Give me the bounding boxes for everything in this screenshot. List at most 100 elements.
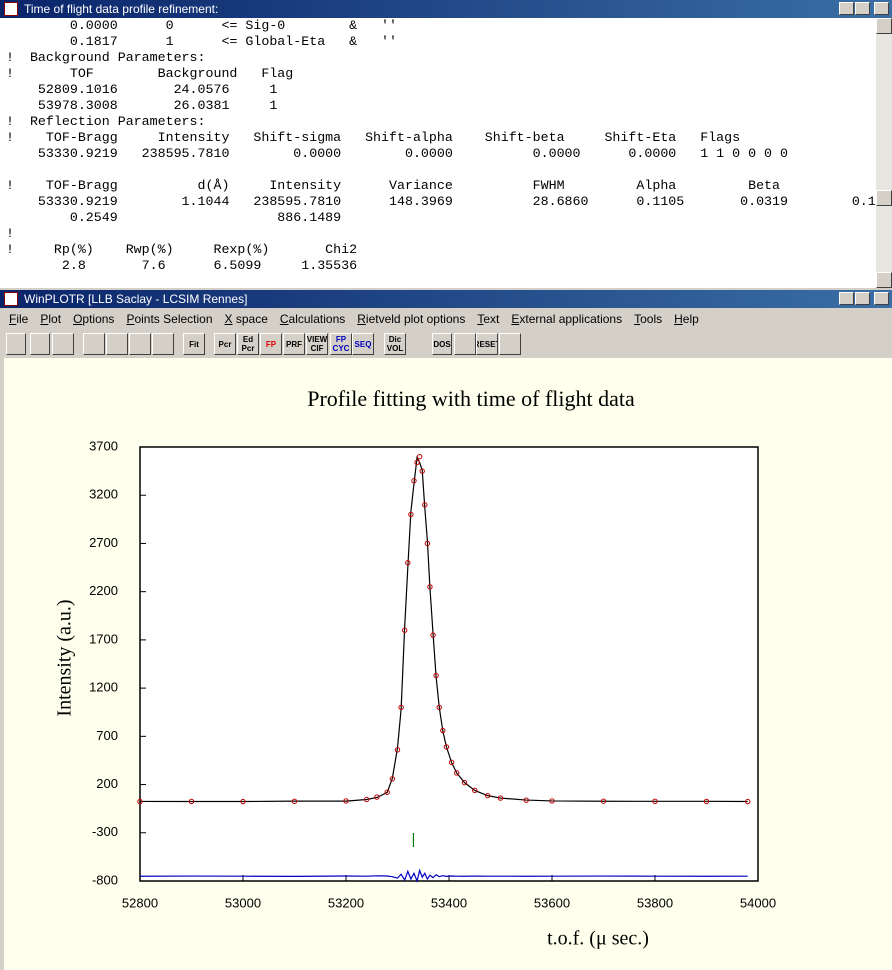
toolbar-button[interactable] xyxy=(30,333,50,355)
console-text: 0.0000 0 <= Sig-0 & '' 0.1817 1 <= Globa… xyxy=(0,18,876,288)
y-tick-label: -800 xyxy=(92,872,118,887)
y-tick-label: 1200 xyxy=(89,680,118,695)
console-line: ! TOF Background Flag xyxy=(6,66,294,81)
console-line: ! TOF-Bragg Intensity Shift-sigma Shift-… xyxy=(6,130,741,145)
console-line: 53978.3008 26.0381 1 xyxy=(6,98,278,113)
observed-point xyxy=(745,798,751,805)
toolbar-button[interactable]: DOS xyxy=(432,333,452,355)
menu-item[interactable]: Points Selection xyxy=(126,312,213,326)
toolbar-button[interactable]: VIEW CIF xyxy=(306,333,328,355)
menu-item[interactable]: Tools xyxy=(634,312,663,326)
toolbar-button[interactable]: Dic VOL xyxy=(384,333,406,355)
toolbar-button[interactable]: RESET xyxy=(476,333,498,355)
toolbar-button[interactable]: Fit xyxy=(183,333,205,355)
maximize-button[interactable] xyxy=(855,2,870,15)
observed-point xyxy=(427,584,433,590)
toolbar-button[interactable] xyxy=(6,333,26,355)
toolbar-button[interactable] xyxy=(129,333,151,355)
x-tick-label: 53600 xyxy=(534,895,570,910)
menu-item[interactable]: Calculations xyxy=(279,312,346,326)
close-button[interactable] xyxy=(874,2,889,15)
y-tick-label: 2700 xyxy=(89,535,118,550)
observed-point xyxy=(448,759,455,766)
button-label: Ed Pcr xyxy=(241,335,255,353)
toolbar-button[interactable] xyxy=(52,333,74,355)
menu-item[interactable]: Text xyxy=(477,312,500,326)
window-title: WinPLOTR [LLB Saclay - LCSIM Rennes] xyxy=(24,292,248,306)
menu-item[interactable]: X space xyxy=(224,312,268,326)
observed-point xyxy=(405,560,411,566)
y-tick-label: -300 xyxy=(92,824,118,839)
observed-point xyxy=(137,798,143,805)
observed-point xyxy=(389,776,396,782)
toolbar-button[interactable]: FP xyxy=(260,333,282,355)
button-label: DOS xyxy=(433,339,451,349)
toolbar-button[interactable]: Ed Pcr xyxy=(237,333,259,355)
console-line: ! TOF-Bragg d(Å) Intensity Variance FWHM… xyxy=(6,178,781,193)
chart-title: Profile fitting with time of flight data xyxy=(307,386,635,411)
menu-item[interactable]: External applications xyxy=(511,312,623,326)
console-line: 52809.1016 24.0576 1 xyxy=(6,82,278,97)
x-tick-label: 52800 xyxy=(122,895,158,910)
y-tick-label: 3700 xyxy=(89,438,118,453)
button-label: PRF xyxy=(286,339,302,349)
observed-point xyxy=(600,798,607,804)
y-tick-label: 700 xyxy=(96,728,118,743)
toolbar-button[interactable] xyxy=(106,333,128,355)
observed-point xyxy=(430,632,436,638)
button-label: Pcr xyxy=(218,339,232,349)
observed-point xyxy=(461,779,468,786)
menu-item[interactable]: Rietveld plot options xyxy=(357,312,466,326)
observed-point xyxy=(384,789,390,795)
observed-point xyxy=(240,798,246,805)
observed-point xyxy=(402,627,408,633)
maximize-button[interactable] xyxy=(855,292,870,305)
observed-point xyxy=(416,453,423,460)
minimize-button[interactable] xyxy=(839,292,854,305)
console-line: 0.0000 0 <= Sig-0 & '' xyxy=(6,18,397,33)
scroll-thumb[interactable] xyxy=(876,190,892,206)
x-tick-label: 54000 xyxy=(740,895,776,910)
close-button[interactable] xyxy=(874,292,889,305)
y-axis-label: Intensity (a.u.) xyxy=(54,599,76,716)
button-label: Fit xyxy=(189,339,199,349)
observed-point xyxy=(523,797,529,803)
menu-item[interactable]: File xyxy=(9,312,29,326)
toolbar-button[interactable] xyxy=(454,333,476,355)
toolbar-button[interactable] xyxy=(152,333,174,355)
x-tick-label: 53200 xyxy=(328,895,364,910)
toolbar-button[interactable]: PRF xyxy=(283,333,305,355)
scroll-up[interactable] xyxy=(876,18,892,34)
toolbar-button[interactable] xyxy=(499,333,521,355)
observed-point xyxy=(419,468,425,474)
observed-point xyxy=(652,798,658,805)
button-label: Dic VOL xyxy=(386,335,404,353)
observed-point xyxy=(411,478,417,484)
observed-point xyxy=(484,792,491,799)
scroll-down[interactable] xyxy=(876,272,892,288)
minimize-button[interactable] xyxy=(839,2,854,15)
menu-bar: File Plot Options Points Selection X space Ca… xyxy=(0,310,892,328)
console-line: ! Reflection Parameters: xyxy=(6,114,206,129)
menu-item[interactable]: Help xyxy=(674,312,699,326)
console-line: 53330.9219 1.1044 238595.7810 148.3969 2… xyxy=(6,194,876,209)
toolbar-button[interactable]: FP CYC xyxy=(330,333,352,355)
menu-item[interactable]: Plot xyxy=(40,312,62,326)
y-tick-label: 200 xyxy=(96,776,118,791)
observed-point xyxy=(424,540,431,547)
text-block: 0.0000 0 <= Sig-0 & '' 0.1817 1 <= Globa… xyxy=(0,18,876,162)
menu-item[interactable]: Options xyxy=(73,312,115,326)
toolbar-button[interactable]: SEQ xyxy=(352,333,374,355)
plot-titlebar: WinPLOTR [LLB Saclay - LCSIM Rennes] xyxy=(0,290,892,308)
console-line: 0.2549 886.1489 xyxy=(6,210,342,225)
observed-point xyxy=(440,727,446,734)
observed-point xyxy=(374,794,380,800)
toolbar-button[interactable]: Pcr xyxy=(214,333,236,355)
series-line xyxy=(139,868,748,883)
toolbar-button[interactable] xyxy=(83,333,105,355)
scrollbar[interactable] xyxy=(876,18,892,288)
observed-point xyxy=(472,787,478,794)
observed-point xyxy=(549,798,555,804)
button-label: FP CYC xyxy=(332,335,350,353)
